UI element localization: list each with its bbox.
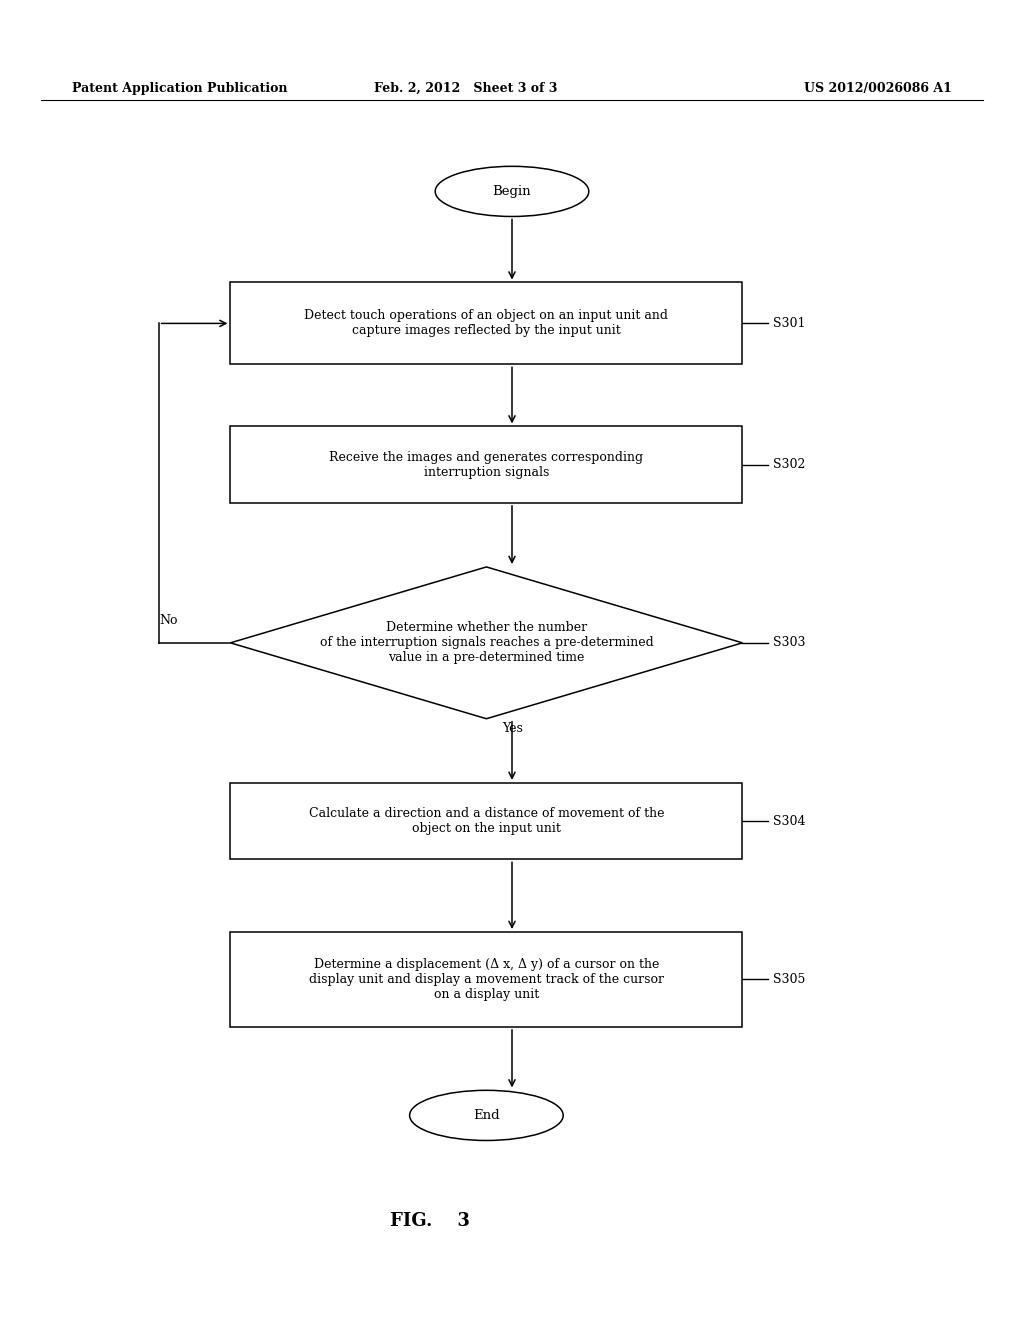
Text: Begin: Begin (493, 185, 531, 198)
Text: Determine a displacement (Δ x, Δ y) of a cursor on the
display unit and display : Determine a displacement (Δ x, Δ y) of a… (309, 958, 664, 1001)
Text: Calculate a direction and a distance of movement of the
object on the input unit: Calculate a direction and a distance of … (308, 807, 665, 836)
Text: S301: S301 (773, 317, 806, 330)
Text: Yes: Yes (502, 722, 522, 735)
Text: Detect touch operations of an object on an input unit and
capture images reflect: Detect touch operations of an object on … (304, 309, 669, 338)
Text: FIG.    3: FIG. 3 (390, 1212, 470, 1230)
Ellipse shape (410, 1090, 563, 1140)
Ellipse shape (435, 166, 589, 216)
Text: S303: S303 (773, 636, 806, 649)
Text: S305: S305 (773, 973, 806, 986)
Text: S304: S304 (773, 814, 806, 828)
Text: Determine whether the number
of the interruption signals reaches a pre-determine: Determine whether the number of the inte… (319, 622, 653, 664)
Text: S302: S302 (773, 458, 806, 471)
Text: Patent Application Publication: Patent Application Publication (72, 82, 287, 95)
Text: Feb. 2, 2012   Sheet 3 of 3: Feb. 2, 2012 Sheet 3 of 3 (374, 82, 558, 95)
FancyBboxPatch shape (230, 426, 742, 503)
Text: End: End (473, 1109, 500, 1122)
Polygon shape (230, 568, 742, 718)
FancyBboxPatch shape (230, 783, 742, 859)
Text: US 2012/0026086 A1: US 2012/0026086 A1 (805, 82, 952, 95)
FancyBboxPatch shape (230, 282, 742, 364)
Text: No: No (160, 614, 178, 627)
FancyBboxPatch shape (230, 932, 742, 1027)
Text: Receive the images and generates corresponding
interruption signals: Receive the images and generates corresp… (330, 450, 643, 479)
